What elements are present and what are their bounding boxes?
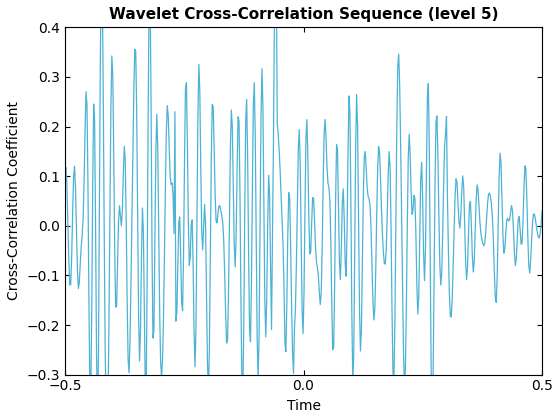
X-axis label: Time: Time [287, 399, 320, 413]
Title: Wavelet Cross-Correlation Sequence (level 5): Wavelet Cross-Correlation Sequence (leve… [109, 7, 498, 22]
Y-axis label: Cross-Correlation Coefficient: Cross-Correlation Coefficient [7, 102, 21, 300]
